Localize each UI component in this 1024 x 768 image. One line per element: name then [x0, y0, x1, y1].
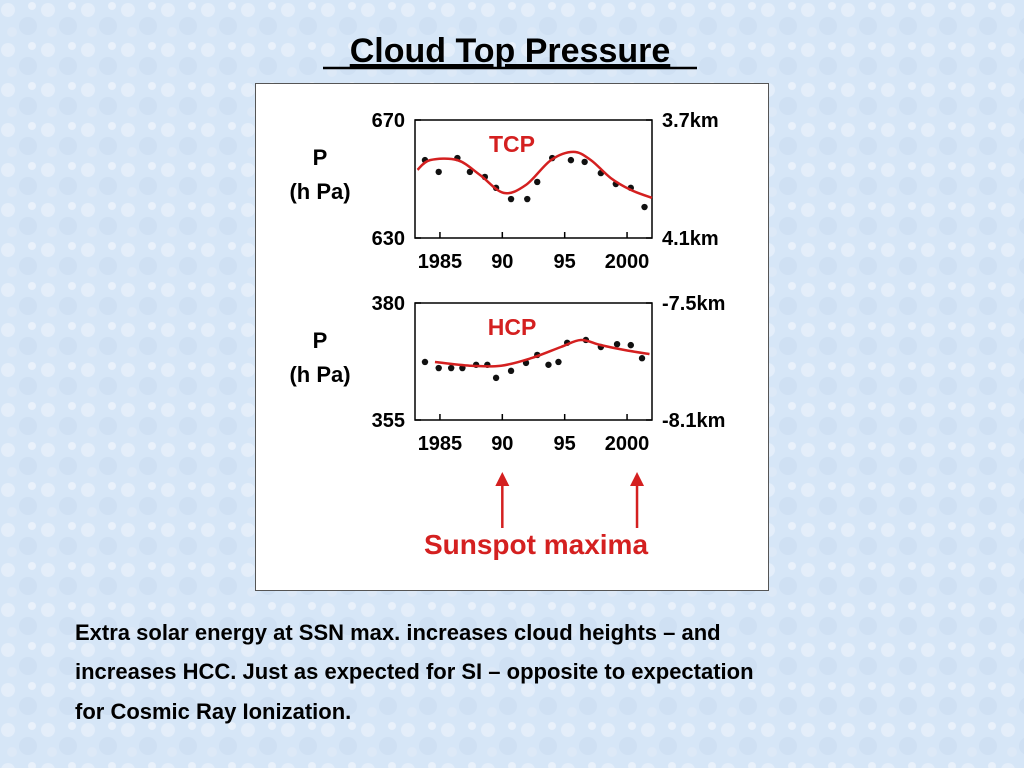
caption-line: for Cosmic Ray Ionization.: [75, 699, 351, 724]
x-tick-label: 90: [491, 251, 513, 273]
y2-tick-label: -8.1km: [662, 410, 725, 432]
data-point: [421, 358, 429, 366]
data-point: [507, 195, 515, 203]
y-tick-label: 670: [372, 110, 405, 132]
y-axis-label: P: [313, 145, 328, 170]
x-tick-label: 1985: [418, 251, 463, 273]
arrow-head: [495, 472, 510, 486]
data-point: [534, 178, 541, 186]
fit-curve: [416, 150, 653, 200]
data-point: [435, 364, 442, 372]
data-point: [492, 374, 500, 382]
data-point: [435, 168, 442, 176]
plot-frame: [414, 119, 653, 239]
x-tick-label: 90: [491, 433, 513, 455]
x-tick-label: 2000: [605, 433, 650, 455]
caption-line: Extra solar energy at SSN max. increases…: [75, 620, 721, 645]
data-point: [641, 203, 648, 211]
plot-frame: [414, 302, 653, 421]
fit-curve: [434, 338, 650, 368]
y-tick-label: 355: [372, 410, 405, 432]
data-point: [567, 156, 575, 164]
annotation-text: Sunspot maxima: [424, 529, 648, 560]
y2-tick-label: 4.1km: [662, 228, 719, 250]
panel-label: HCP: [488, 314, 537, 340]
panel-label: TCP: [489, 131, 535, 157]
y-axis-label: (h Pa): [289, 179, 350, 204]
data-point: [524, 195, 531, 203]
data-point: [613, 340, 621, 348]
x-tick-label: 1985: [418, 433, 463, 455]
y2-tick-label: 3.7km: [662, 110, 719, 132]
y-axis-label: (h Pa): [289, 362, 350, 387]
y2-tick-label: -7.5km: [662, 293, 725, 315]
data-point: [507, 367, 515, 375]
data-point: [545, 361, 552, 368]
data-point: [466, 168, 474, 176]
slide-title: Cloud Top Pressure: [350, 32, 671, 70]
data-point: [555, 358, 562, 366]
data-point: [447, 364, 455, 372]
y-tick-label: 630: [372, 228, 405, 250]
caption-line: increases HCC. Just as expected for SI –…: [75, 659, 754, 684]
x-tick-label: 2000: [605, 251, 650, 273]
x-tick-label: 95: [554, 251, 576, 273]
data-point: [638, 355, 646, 362]
figure-box: [255, 83, 769, 591]
data-point: [581, 158, 588, 166]
y-axis-label: P: [313, 328, 328, 353]
x-tick-label: 95: [554, 433, 576, 455]
y-tick-label: 380: [372, 293, 405, 315]
arrow-head: [630, 472, 645, 486]
data-point: [627, 341, 634, 349]
